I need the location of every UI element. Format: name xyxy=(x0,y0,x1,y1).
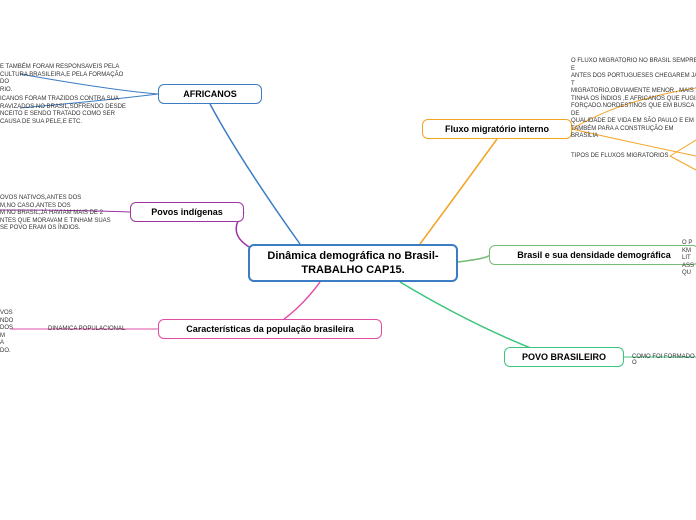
indigenas-text: Povos indígenas xyxy=(151,207,223,217)
center-node[interactable]: Dinâmica demográfica no Brasil-TRABALHO … xyxy=(248,244,458,282)
node-indigenas[interactable]: Povos indígenas xyxy=(130,202,244,222)
povo-text: POVO BRASILEIRO xyxy=(522,352,606,362)
node-africanos[interactable]: AFRICANOS xyxy=(158,84,262,104)
text-topleft2: ICANOS FORAM TRAZIDOS CONTRA SUARAVIZADO… xyxy=(0,96,130,126)
caracteristicas-text: Características da população brasileira xyxy=(186,324,354,334)
densidade-text: Brasil e sua densidade demográfica xyxy=(517,250,671,260)
label-tipos: TIPOS DE FLUXOS MIGRATORIOS xyxy=(571,153,668,159)
text-topright: O FLUXO MIGRATORIO NO BRASIL SEMPRE EANT… xyxy=(571,58,696,141)
node-fluxo[interactable]: Fluxo migratório interno xyxy=(422,119,572,139)
fluxo-text: Fluxo migratório interno xyxy=(445,124,549,134)
label-povo-right: COMO FOI FORMADO O xyxy=(632,354,696,366)
node-povo[interactable]: POVO BRASILEIRO xyxy=(504,347,624,367)
node-densidade[interactable]: Brasil e sua densidade demográfica xyxy=(489,245,696,265)
text-topleft1: E TAMBÉM FORAM RESPONSAVEIS PELACULTURA … xyxy=(0,64,130,94)
text-densidade-right: O PKMLITASSQU xyxy=(682,240,696,278)
center-text: Dinâmica demográfica no Brasil-TRABALHO … xyxy=(266,249,440,278)
text-midleft: OVOS NATIVOS,ANTES DOSM,NO CASO,ANTES DO… xyxy=(0,195,120,233)
node-caracteristicas[interactable]: Características da população brasileira xyxy=(158,319,382,339)
text-bottomleft: VOSNDODOSMADO. xyxy=(0,310,20,355)
label-dinamica: DINAMICA POPULACIONAL xyxy=(48,326,125,332)
africanos-text: AFRICANOS xyxy=(183,89,237,99)
